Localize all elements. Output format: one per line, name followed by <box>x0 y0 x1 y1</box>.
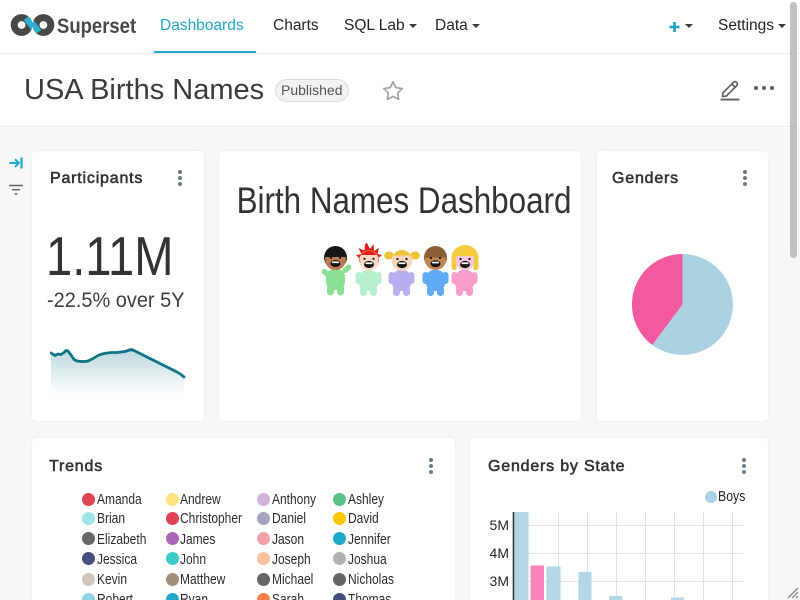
svg-text:3M: 3M <box>490 573 509 589</box>
svg-text:5M: 5M <box>490 517 509 533</box>
svg-text:4M: 4M <box>490 545 509 561</box>
